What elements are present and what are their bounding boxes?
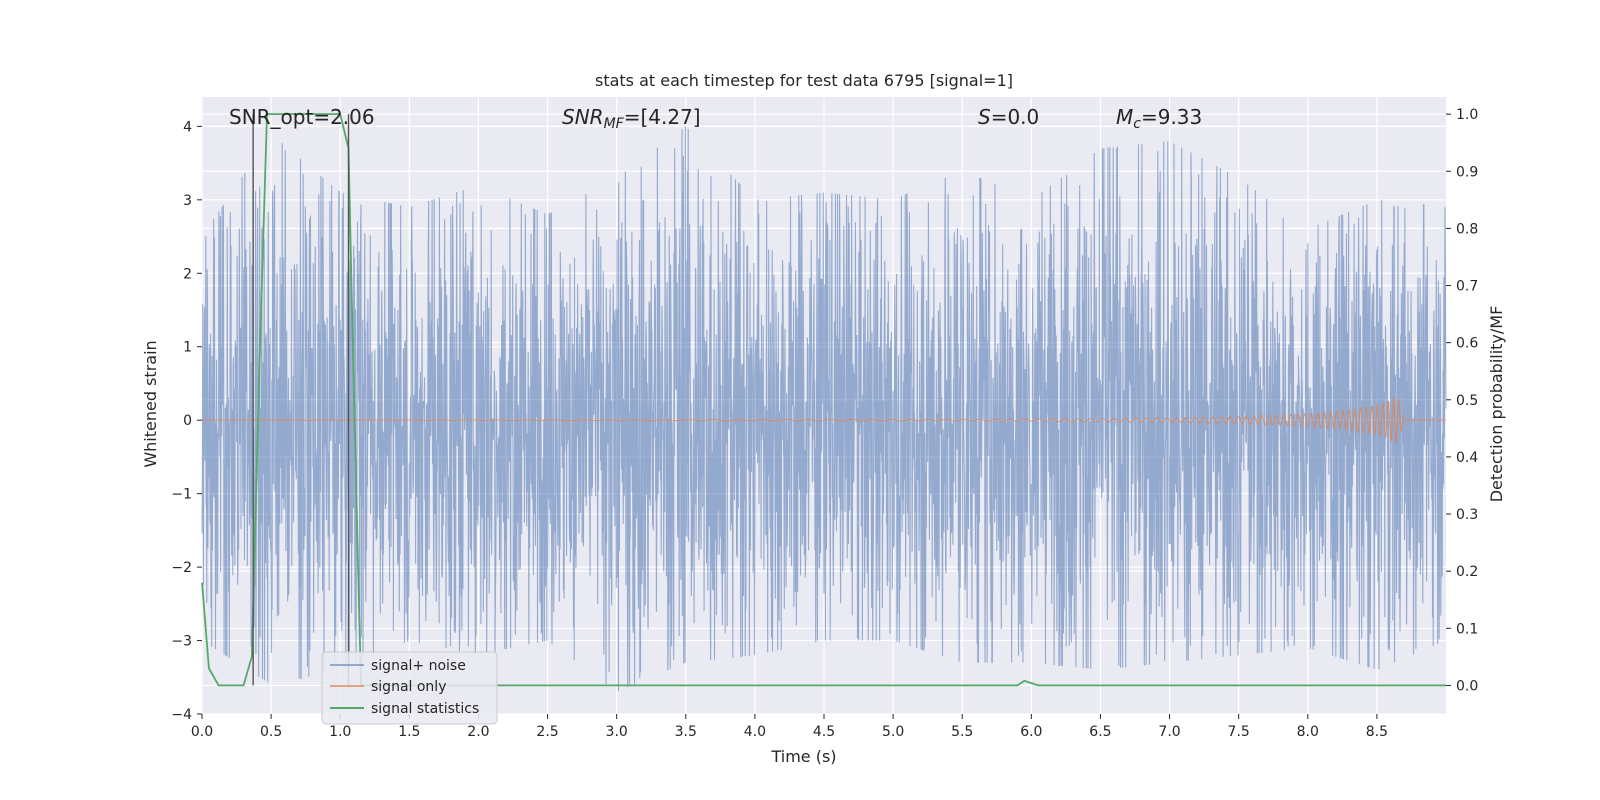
- y2-tick-label: 0.2: [1456, 564, 1478, 580]
- series-signal-statistics: [201, 113, 1446, 687]
- axes: 0.0 0.5 1.0 1.5 2.0 2.5 3.0 3.5 4.0 4.5 5.0 5.5 6.0 6…: [171, 107, 1478, 740]
- y-tick-label: 4: [183, 119, 192, 135]
- x-tick-label: 2.5: [536, 724, 558, 740]
- x-tick-label: 3.5: [675, 724, 697, 740]
- x-axis-label: Time (s): [770, 747, 836, 766]
- y-tick-label: 3: [183, 193, 192, 209]
- y-tick-label: −3: [171, 634, 192, 650]
- x-tick-label: 1.5: [398, 724, 420, 740]
- y-tick-label: 0: [183, 413, 192, 429]
- legend-label-signal-statistics: signal statistics: [371, 701, 479, 717]
- x-tick-label: 2.0: [467, 724, 489, 740]
- y2-tick-label: 0.3: [1456, 507, 1478, 523]
- series-signal-plus-noise: [201, 126, 1447, 692]
- signal-only-line: [202, 396, 1446, 444]
- y2-tick-label: 0.6: [1456, 336, 1478, 352]
- y-tick-label: 2: [183, 266, 192, 282]
- y-axis-label: Whitened strain: [141, 340, 160, 467]
- y-tick-label: −4: [171, 707, 192, 723]
- legend: signal+ noise signal only signal statist…: [321, 651, 498, 725]
- legend-label-signal-only: signal only: [371, 679, 446, 695]
- x-tick-label: 8.0: [1297, 724, 1319, 740]
- signal-plus-noise-line: [201, 126, 1447, 692]
- y2-tick-label: 0.9: [1456, 164, 1478, 180]
- y-tick-label: −1: [171, 487, 192, 503]
- annotation-s: S=0.0: [978, 105, 1039, 129]
- x-tick-label: 0.0: [191, 724, 213, 740]
- y2-tick-label: 0.8: [1456, 221, 1478, 237]
- x-tick-label: 6.5: [1089, 724, 1111, 740]
- annotation-snr-opt: SNR_opt=2.06: [229, 105, 375, 129]
- x-tick-label: 7.0: [1158, 724, 1180, 740]
- y2-tick-label: 0.7: [1456, 279, 1478, 295]
- annotation-snr-mf: SNRMF=[4.27]: [562, 105, 701, 132]
- y2-tick-label: 0.4: [1456, 450, 1478, 466]
- x-tick-label: 6.0: [1020, 724, 1042, 740]
- legend-label-signal-plus-noise: signal+ noise: [371, 658, 466, 674]
- x-tick-label: 5.5: [951, 724, 973, 740]
- x-tick-label: 8.5: [1366, 724, 1388, 740]
- y2-tick-label: 1.0: [1456, 107, 1478, 123]
- y2-tick-label: 0.5: [1456, 393, 1478, 409]
- x-tick-label: 0.5: [260, 724, 282, 740]
- x-tick-label: 1.0: [329, 724, 351, 740]
- annotation-mc: Mc=9.33: [1116, 105, 1202, 132]
- y2-tick-label: 0.0: [1456, 678, 1478, 694]
- marker-lines: [252, 114, 350, 686]
- y-tick-label: −2: [171, 560, 192, 576]
- y2-tick-label: 0.1: [1456, 621, 1478, 637]
- y2-axis-label: Detection probability/MF: [1487, 306, 1506, 503]
- x-tick-label: 5.0: [882, 724, 904, 740]
- chart-title: stats at each timestep for test data 679…: [595, 71, 1013, 90]
- x-tick-label: 4.5: [813, 724, 835, 740]
- y-tick-label: 1: [183, 340, 192, 356]
- series-signal-only: [202, 396, 1446, 444]
- x-tick-label: 7.5: [1228, 724, 1250, 740]
- legend-box: [321, 651, 498, 725]
- x-tick-label: 4.0: [744, 724, 766, 740]
- x-tick-label: 3.0: [606, 724, 628, 740]
- signal-statistics-line: [201, 113, 1446, 687]
